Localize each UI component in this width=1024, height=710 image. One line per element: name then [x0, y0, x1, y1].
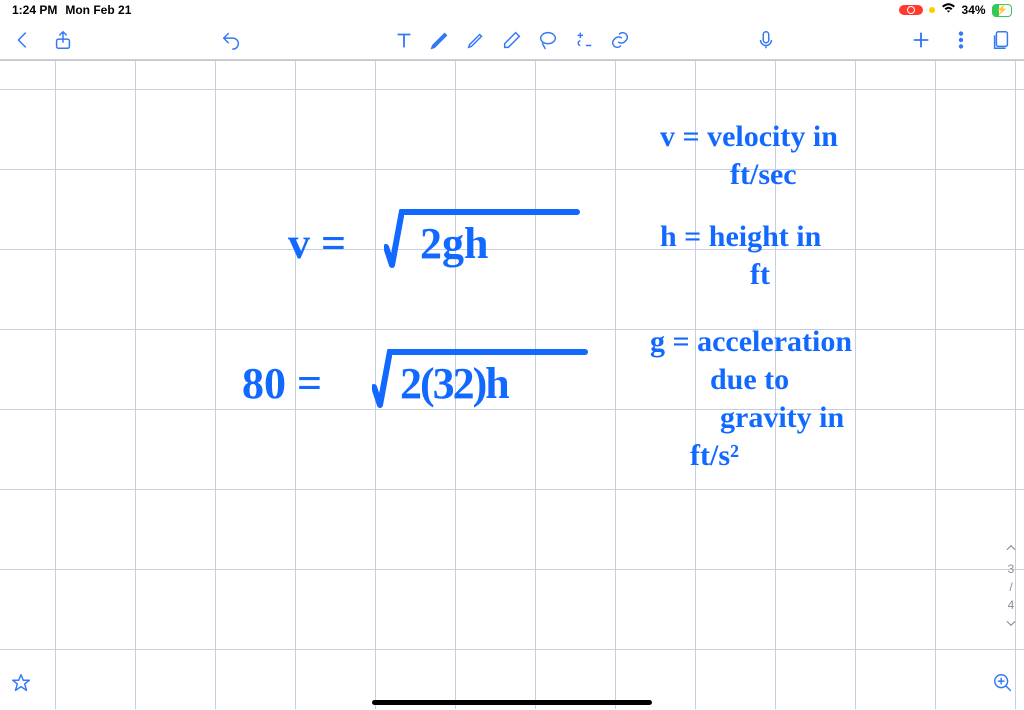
note-g-line3: gravity in — [720, 402, 844, 434]
record-icon — [907, 6, 915, 14]
battery-icon: ⚡ — [992, 4, 1012, 17]
note-h-line2: ft — [750, 259, 770, 291]
note-v-line1: v = velocity in — [660, 121, 838, 153]
status-time: 1:24 PM — [12, 3, 57, 17]
page-navigator: 3 / 4 — [1004, 541, 1018, 633]
note-g-line4: ft/s² — [690, 440, 739, 472]
undo-button[interactable] — [220, 29, 242, 51]
grid-background — [0, 61, 1024, 709]
note-canvas[interactable]: v = 2gh 80 = 2(32)h v = velocity in ft/s… — [0, 61, 1024, 709]
eq2-rhs: 2(32)h — [400, 361, 508, 407]
eq1-sqrt-radical — [384, 209, 404, 269]
add-button[interactable] — [910, 29, 932, 51]
toolbar — [0, 20, 1024, 60]
pages-button[interactable] — [990, 29, 1012, 51]
more-button[interactable] — [950, 29, 972, 51]
highlighter-tool-button[interactable] — [465, 29, 487, 51]
pen-tool-button[interactable] — [429, 29, 451, 51]
eq1-sqrt-bar — [400, 209, 580, 215]
microphone-button[interactable] — [755, 29, 777, 51]
eq1-lhs: v = — [288, 221, 346, 267]
text-tool-button[interactable] — [393, 29, 415, 51]
share-button[interactable] — [52, 29, 74, 51]
zoom-in-button[interactable] — [992, 672, 1014, 699]
eraser-tool-button[interactable] — [501, 29, 523, 51]
link-tool-button[interactable] — [609, 29, 631, 51]
status-date: Mon Feb 21 — [65, 3, 131, 17]
page-total: 4 — [1008, 598, 1015, 612]
note-v-line2: ft/sec — [730, 159, 797, 191]
lasso-tool-button[interactable] — [537, 29, 559, 51]
battery-percent: 34% — [962, 3, 986, 17]
eq1-rhs: 2gh — [420, 221, 488, 267]
eq2-lhs: 80 = — [242, 361, 322, 407]
note-g-line1: g = acceleration — [650, 326, 852, 358]
shapes-tool-button[interactable] — [573, 29, 595, 51]
note-h-line1: h = height in — [660, 221, 821, 253]
home-indicator[interactable] — [372, 700, 652, 705]
back-button[interactable] — [12, 29, 34, 51]
wifi-icon — [941, 3, 956, 17]
status-left: 1:24 PM Mon Feb 21 — [12, 3, 131, 17]
status-bar: 1:24 PM Mon Feb 21 34% ⚡ — [0, 0, 1024, 20]
screen-record-indicator[interactable] — [899, 5, 923, 15]
note-g-line2: due to — [710, 364, 789, 396]
page-up-button[interactable] — [1004, 541, 1018, 558]
location-dot-icon — [929, 7, 935, 13]
favorite-button[interactable] — [10, 672, 32, 699]
eq2-sqrt-radical — [372, 349, 392, 409]
page-current: 3 — [1008, 562, 1015, 576]
eq2-sqrt-bar — [388, 349, 588, 355]
status-right: 34% ⚡ — [899, 3, 1012, 17]
page-down-button[interactable] — [1004, 616, 1018, 633]
page-sep: / — [1009, 580, 1012, 594]
